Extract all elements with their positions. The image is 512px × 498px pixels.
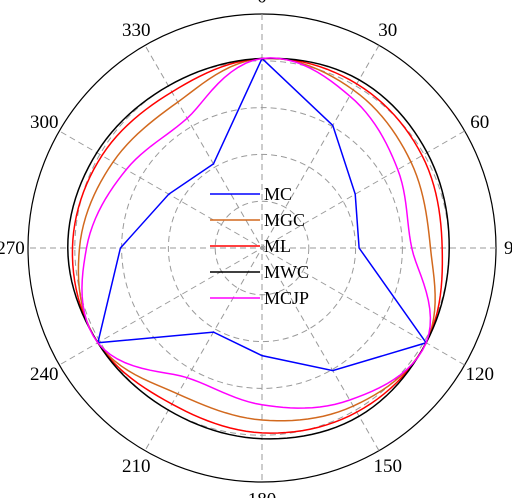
- angle-tick-label: 30: [378, 20, 397, 41]
- angle-tick-label: 90: [504, 238, 512, 259]
- grid-spoke: [144, 45, 380, 451]
- angle-tick-label: 120: [466, 364, 495, 385]
- series-line-mwc: [67, 57, 450, 440]
- legend-label: MGC: [264, 210, 305, 230]
- legend-item-ml: ML: [210, 236, 291, 256]
- legend-label: MC: [264, 184, 292, 204]
- legend-label: ML: [264, 236, 291, 256]
- angle-tick-label: 300: [30, 112, 59, 133]
- angle-tick-label: 210: [122, 456, 151, 477]
- angle-tick-label: 150: [374, 456, 403, 477]
- series-line-mgc: [77, 57, 436, 422]
- series-layer: [67, 57, 450, 440]
- angle-tick-label: 270: [0, 238, 25, 259]
- angle-tick-label: 330: [122, 20, 151, 41]
- legend: MC MGC ML MWC MCJP: [210, 184, 309, 308]
- series-line-mc: [96, 57, 428, 372]
- series-line-ml: [71, 57, 444, 434]
- legend-item-mc: MC: [210, 184, 292, 204]
- series-line-mcjp: [81, 57, 432, 409]
- angle-tick-label: 0: [257, 0, 267, 8]
- angle-tick-label: 60: [470, 112, 489, 133]
- polar-grid: [27, 13, 497, 483]
- legend-label: MCJP: [264, 288, 309, 308]
- legend-item-mwc: MWC: [210, 262, 309, 282]
- legend-item-mcjp: MCJP: [210, 288, 309, 308]
- angle-tick-label: 180: [248, 490, 277, 498]
- legend-label: MWC: [264, 262, 309, 282]
- legend-item-mgc: MGC: [210, 210, 305, 230]
- angle-tick-label: 240: [30, 364, 59, 385]
